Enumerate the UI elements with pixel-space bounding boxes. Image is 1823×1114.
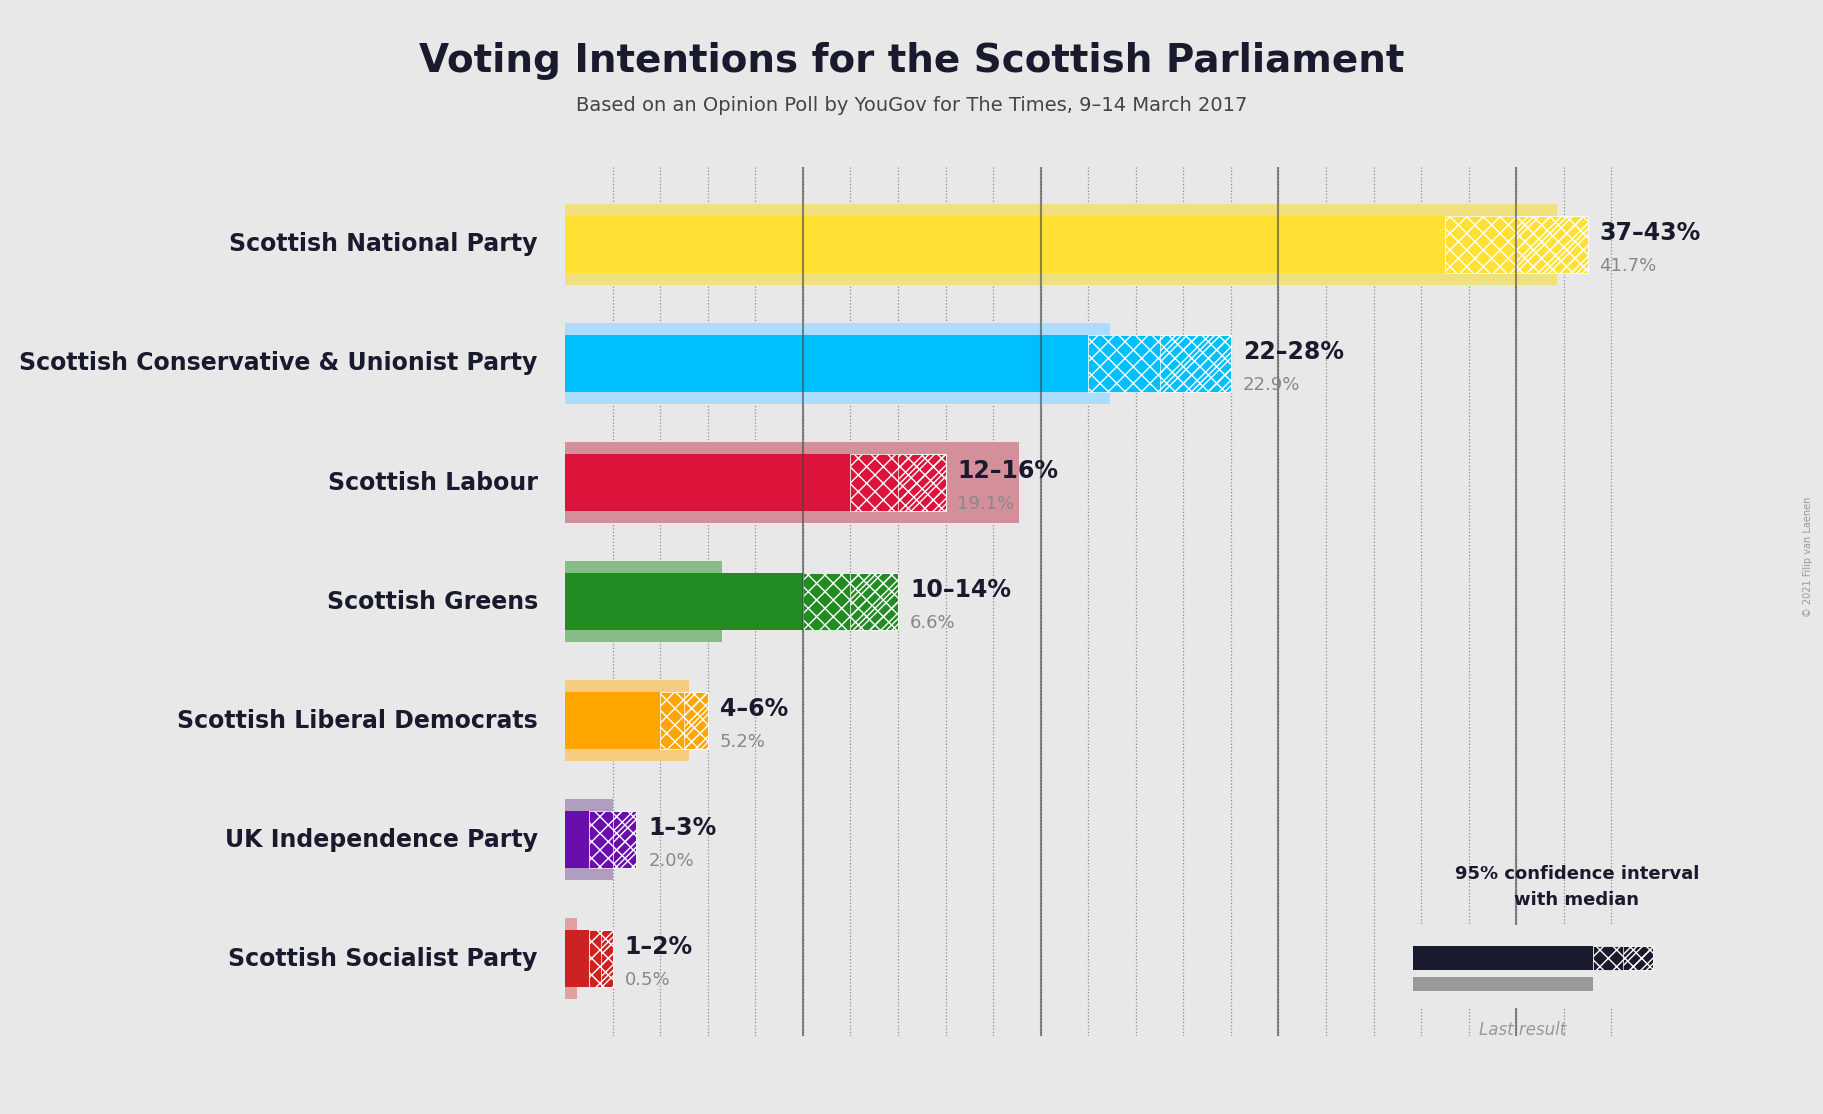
Text: 1–2%: 1–2% xyxy=(625,935,693,959)
Text: 4–6%: 4–6% xyxy=(720,696,788,721)
Text: Scottish National Party: Scottish National Party xyxy=(230,233,538,256)
Bar xyxy=(851,455,946,511)
Bar xyxy=(602,930,613,987)
Bar xyxy=(565,323,1110,404)
Bar xyxy=(1593,946,1653,970)
Text: 41.7%: 41.7% xyxy=(1599,257,1657,275)
Bar xyxy=(565,561,722,642)
Text: UK Independence Party: UK Independence Party xyxy=(224,828,538,851)
Text: 0.5%: 0.5% xyxy=(625,971,671,989)
Bar xyxy=(565,573,802,631)
Bar xyxy=(851,573,899,631)
Text: 19.1%: 19.1% xyxy=(957,495,1015,512)
Bar xyxy=(1413,946,1593,970)
Bar xyxy=(565,204,1557,285)
Text: 22.9%: 22.9% xyxy=(1243,375,1300,394)
Text: 2.0%: 2.0% xyxy=(649,852,695,870)
Text: © 2021 Filip van Laenen: © 2021 Filip van Laenen xyxy=(1803,497,1814,617)
Text: with median: with median xyxy=(1515,891,1639,909)
Text: 10–14%: 10–14% xyxy=(910,578,1012,602)
Text: Scottish Conservative & Unionist Party: Scottish Conservative & Unionist Party xyxy=(20,352,538,375)
Text: Scottish Labour: Scottish Labour xyxy=(328,470,538,495)
Bar xyxy=(1446,216,1588,273)
Text: 37–43%: 37–43% xyxy=(1599,221,1701,245)
Text: Last result: Last result xyxy=(1478,1022,1566,1039)
Bar xyxy=(1413,977,1593,991)
Bar xyxy=(565,692,660,749)
Bar xyxy=(565,930,589,987)
Bar xyxy=(589,930,613,987)
Text: Scottish Greens: Scottish Greens xyxy=(326,589,538,614)
Bar xyxy=(1088,335,1231,392)
Bar xyxy=(899,455,946,511)
Bar xyxy=(565,811,589,868)
Text: Based on an Opinion Poll by YouGov for The Times, 9–14 March 2017: Based on an Opinion Poll by YouGov for T… xyxy=(576,96,1247,116)
Bar xyxy=(565,335,1088,392)
Bar xyxy=(660,692,707,749)
Text: 12–16%: 12–16% xyxy=(957,459,1059,482)
Text: Voting Intentions for the Scottish Parliament: Voting Intentions for the Scottish Parli… xyxy=(419,42,1404,80)
Text: 5.2%: 5.2% xyxy=(720,733,766,751)
Bar xyxy=(565,455,851,511)
Bar xyxy=(1624,946,1653,970)
Text: Scottish Liberal Democrats: Scottish Liberal Democrats xyxy=(177,709,538,733)
Bar xyxy=(613,811,636,868)
Bar xyxy=(565,799,613,880)
Text: 95% confidence interval: 95% confidence interval xyxy=(1455,866,1699,883)
Text: Scottish Socialist Party: Scottish Socialist Party xyxy=(228,947,538,970)
Bar xyxy=(565,681,689,761)
Bar xyxy=(565,918,578,999)
Text: 22–28%: 22–28% xyxy=(1243,340,1344,363)
Bar xyxy=(589,811,636,868)
Text: 6.6%: 6.6% xyxy=(910,614,955,632)
Bar xyxy=(1159,335,1231,392)
Bar xyxy=(684,692,707,749)
Bar xyxy=(1517,216,1588,273)
Text: 1–3%: 1–3% xyxy=(649,815,716,840)
Bar xyxy=(565,442,1019,522)
Bar xyxy=(802,573,899,631)
Bar xyxy=(565,216,1446,273)
